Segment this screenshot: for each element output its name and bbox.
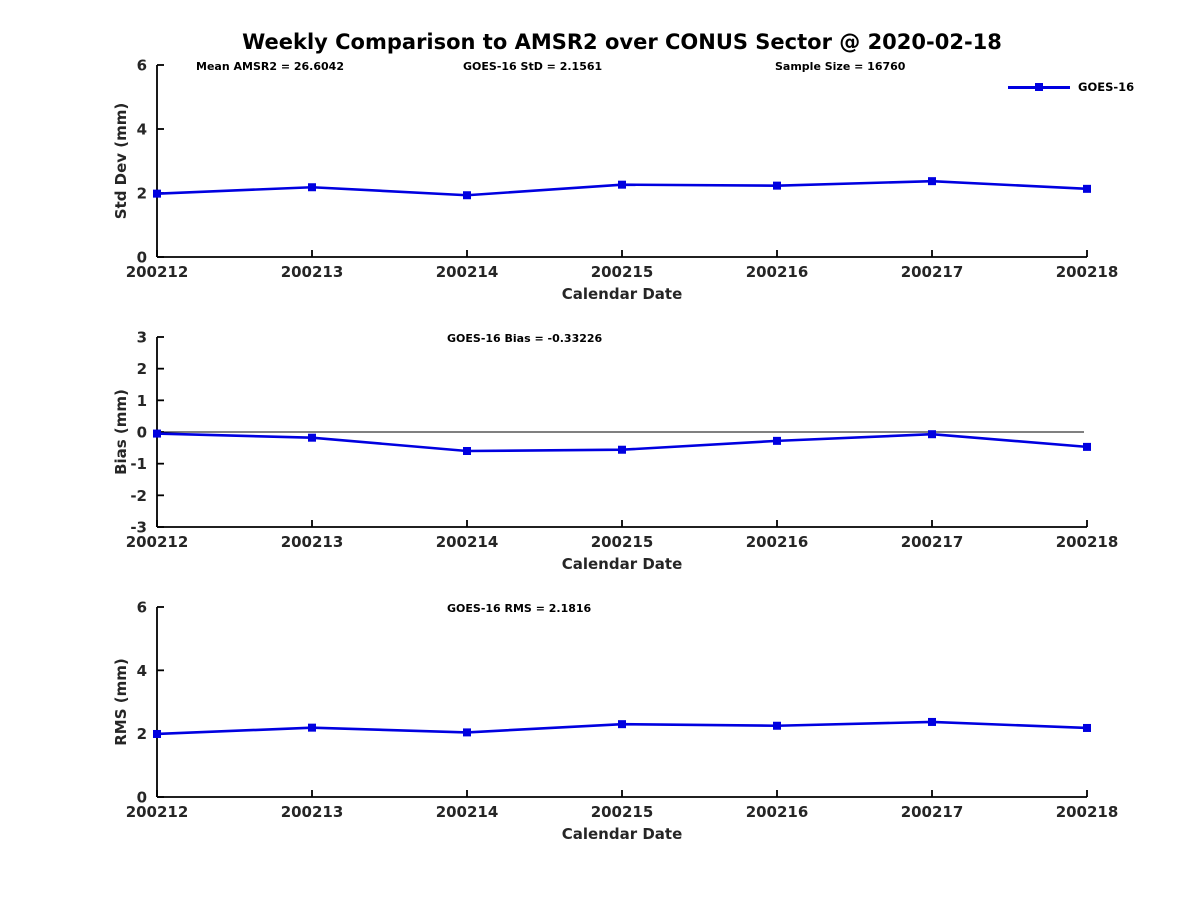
rms-x-tick-label: 200213 xyxy=(281,803,344,821)
std-dev-x-tick-label: 200212 xyxy=(126,263,189,281)
rms-data-point-marker xyxy=(618,720,626,729)
rms-x-tick-label: 200215 xyxy=(591,803,654,821)
std-dev-y-tick-label: 6 xyxy=(137,57,147,75)
std-dev-data-point-marker xyxy=(618,180,626,189)
legend: GOES-16 xyxy=(1008,80,1134,94)
rms-data-point-marker xyxy=(308,723,316,732)
std-dev-annotation: GOES-16 StD = 2.1561 xyxy=(463,60,602,73)
std-dev-data-point-marker xyxy=(463,191,471,200)
bias-x-tick-label: 200217 xyxy=(901,533,964,551)
bias-x-tick-label: 200215 xyxy=(591,533,654,551)
std-dev-data-point-marker xyxy=(153,189,161,198)
rms-x-tick-label: 200217 xyxy=(901,803,964,821)
rms-x-tick-label: 200214 xyxy=(436,803,499,821)
bias-data-point-marker xyxy=(153,429,161,438)
rms-y-axis-label: RMS (mm) xyxy=(112,658,130,745)
std-dev-x-tick-label: 200218 xyxy=(1056,263,1119,281)
std-dev-x-tick-label: 200213 xyxy=(281,263,344,281)
std-dev-data-point-marker xyxy=(928,177,936,186)
rms-y-tick-label: 2 xyxy=(137,725,147,743)
rms-data-point-marker xyxy=(153,729,161,738)
bias-data-point-marker xyxy=(1083,442,1091,451)
bias-x-tick-label: 200213 xyxy=(281,533,344,551)
legend-line-sample xyxy=(1008,82,1070,91)
rms-x-tick-label: 200218 xyxy=(1056,803,1119,821)
std-dev-data-point-marker xyxy=(308,183,316,192)
chart-title: Weekly Comparison to AMSR2 over CONUS Se… xyxy=(242,30,1002,54)
std-dev-y-tick-label: 2 xyxy=(137,185,147,203)
rms-y-tick-label: 6 xyxy=(137,599,147,617)
rms-x-axis-label: Calendar Date xyxy=(562,825,683,843)
std-dev-y-tick-label: 4 xyxy=(137,121,147,139)
bias-y-axis-label: Bias (mm) xyxy=(112,389,130,475)
std-dev-y-tick-label: 0 xyxy=(137,249,147,267)
bias-y-tick-label: -2 xyxy=(130,487,147,505)
rms-x-tick-label: 200216 xyxy=(746,803,809,821)
bias-x-axis-label: Calendar Date xyxy=(562,555,683,573)
bias-x-tick-label: 200212 xyxy=(126,533,189,551)
std-dev-data-point-marker xyxy=(1083,184,1091,193)
bias-y-tick-label: 1 xyxy=(137,392,147,410)
bias-annotation: GOES-16 Bias = -0.33226 xyxy=(447,332,603,345)
bias-x-tick-label: 200216 xyxy=(746,533,809,551)
bias-y-tick-label: 0 xyxy=(137,424,147,442)
std-dev-y-axis-label: Std Dev (mm) xyxy=(112,103,130,220)
legend-series-label: GOES-16 xyxy=(1078,80,1135,94)
bias-data-point-marker xyxy=(618,445,626,454)
std-dev-x-tick-label: 200216 xyxy=(746,263,809,281)
std-dev-x-axis-label: Calendar Date xyxy=(562,285,683,303)
bias-y-tick-label: 2 xyxy=(137,360,147,378)
rms-data-point-marker xyxy=(1083,723,1091,732)
rms-data-point-marker xyxy=(773,721,781,730)
bias-y-tick-label: 3 xyxy=(137,329,147,347)
std-dev-x-tick-label: 200215 xyxy=(591,263,654,281)
bias-data-point-marker xyxy=(308,433,316,442)
bias-data-point-marker xyxy=(928,430,936,439)
std-dev-annotation: Sample Size = 16760 xyxy=(775,60,906,73)
std-dev-x-tick-label: 200214 xyxy=(436,263,499,281)
rms-data-point-marker xyxy=(928,717,936,726)
bias-data-point-marker xyxy=(463,447,471,455)
rms-x-tick-label: 200212 xyxy=(126,803,189,821)
bias-x-tick-label: 200218 xyxy=(1056,533,1119,551)
bias-data-point-marker xyxy=(773,436,781,445)
std-dev-x-tick-label: 200217 xyxy=(901,263,964,281)
bias-y-tick-label: -3 xyxy=(130,519,147,537)
std-dev-data-point-marker xyxy=(773,181,781,190)
rms-y-tick-label: 4 xyxy=(137,662,147,680)
rms-data-point-marker xyxy=(463,728,471,737)
legend-square-marker-icon xyxy=(1035,82,1043,91)
rms-annotation: GOES-16 RMS = 2.1816 xyxy=(447,602,592,615)
rms-y-tick-label: 0 xyxy=(137,789,147,807)
bias-x-tick-label: 200214 xyxy=(436,533,499,551)
bias-y-tick-label: -1 xyxy=(130,455,147,473)
std-dev-annotation: Mean AMSR2 = 26.6042 xyxy=(196,60,344,73)
